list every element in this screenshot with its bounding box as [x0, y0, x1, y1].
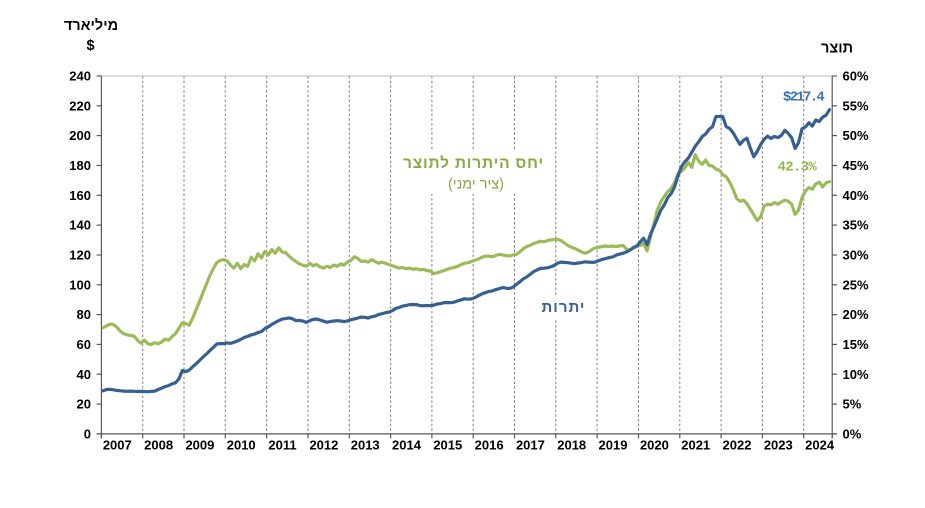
svg-text:2021: 2021: [681, 438, 710, 453]
svg-text:2017: 2017: [516, 438, 545, 453]
svg-text:180: 180: [69, 158, 91, 173]
svg-text:200: 200: [69, 128, 91, 143]
svg-text:מיליארד: מיליארד: [64, 18, 118, 34]
svg-text:2024: 2024: [805, 438, 835, 453]
svg-text:100: 100: [69, 277, 91, 292]
svg-text:2011: 2011: [268, 438, 296, 453]
svg-text:$: $: [86, 38, 94, 54]
svg-text:220: 220: [69, 98, 91, 113]
svg-text:80: 80: [77, 307, 91, 322]
svg-text:160: 160: [69, 188, 91, 203]
svg-text:2022: 2022: [723, 438, 752, 453]
svg-text:2018: 2018: [557, 438, 586, 453]
svg-text:35%: 35%: [843, 218, 869, 233]
svg-text:2023: 2023: [764, 438, 793, 453]
svg-text:2012: 2012: [309, 438, 338, 453]
svg-text:25%: 25%: [843, 277, 869, 292]
svg-text:2009: 2009: [185, 438, 214, 453]
svg-text:2020: 2020: [640, 438, 669, 453]
svg-text:(ציר ימני): (ציר ימני): [448, 177, 504, 193]
svg-text:0%: 0%: [843, 426, 862, 441]
svg-text:10%: 10%: [843, 367, 869, 382]
svg-text:2014: 2014: [392, 438, 422, 453]
svg-text:60%: 60%: [843, 69, 869, 84]
svg-text:55%: 55%: [843, 98, 869, 113]
svg-text:2015: 2015: [433, 438, 462, 453]
svg-text:יתרות: יתרות: [542, 299, 586, 316]
svg-text:יחס היתרות לתוצר: יחס היתרות לתוצר: [403, 155, 544, 172]
svg-text:5%: 5%: [843, 397, 862, 412]
svg-text:240: 240: [69, 69, 91, 84]
svg-text:42.3%: 42.3%: [778, 160, 818, 176]
svg-text:$217.4: $217.4: [783, 90, 825, 106]
svg-text:2013: 2013: [351, 438, 380, 453]
svg-text:2007: 2007: [103, 438, 132, 453]
svg-text:15%: 15%: [843, 337, 869, 352]
svg-text:0: 0: [84, 426, 91, 441]
svg-text:50%: 50%: [843, 128, 869, 143]
svg-text:20%: 20%: [843, 307, 869, 322]
svg-text:140: 140: [69, 218, 91, 233]
svg-text:2016: 2016: [475, 438, 504, 453]
svg-text:תוצר: תוצר: [821, 41, 853, 57]
svg-text:45%: 45%: [843, 158, 869, 173]
svg-text:30%: 30%: [843, 248, 869, 263]
svg-text:120: 120: [69, 248, 91, 263]
svg-text:40: 40: [77, 367, 91, 382]
svg-text:60: 60: [77, 337, 91, 352]
svg-text:20: 20: [77, 397, 91, 412]
svg-text:2008: 2008: [144, 438, 173, 453]
svg-text:2010: 2010: [227, 438, 256, 453]
svg-text:2019: 2019: [599, 438, 628, 453]
svg-text:40%: 40%: [843, 188, 869, 203]
